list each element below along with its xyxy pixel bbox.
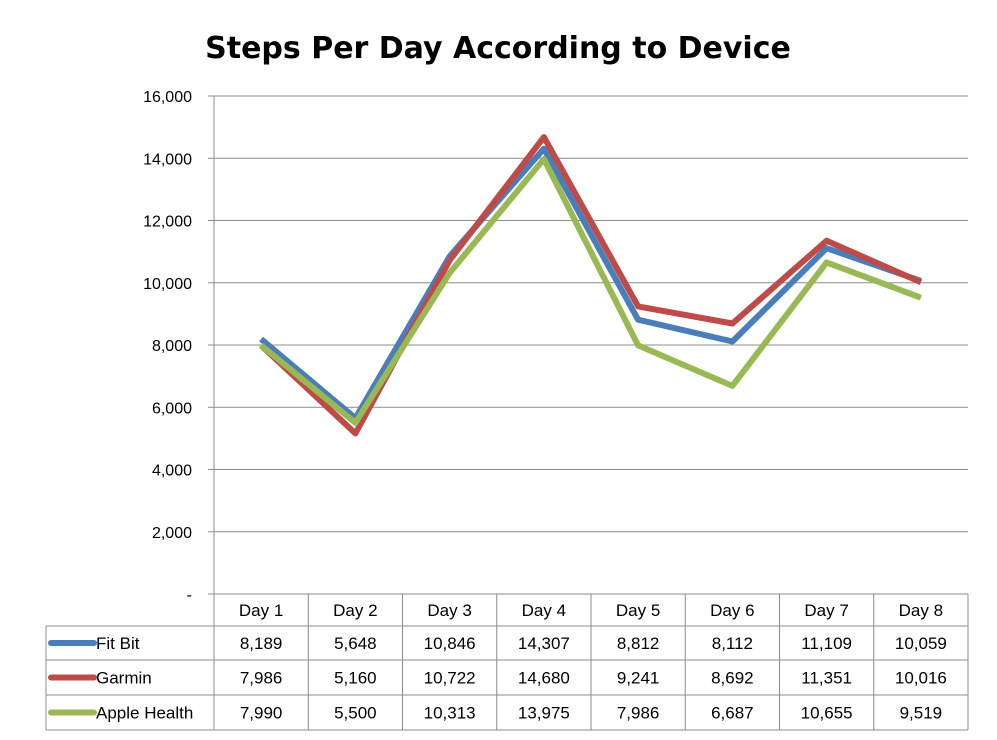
series-line-fit-bit [259,145,922,422]
data-table-cell: 13,975 [518,704,570,723]
x-category-label: Day 8 [899,601,943,620]
x-category-label: Day 7 [804,601,848,620]
y-tick-label: 12,000 [143,214,192,231]
data-table-cell: 6,687 [711,704,754,723]
data-table-cell: 9,241 [617,669,660,688]
data-table-cell: 9,519 [900,704,943,723]
data-table-cell: 10,016 [895,669,947,688]
data-table-cell: 8,812 [617,634,660,653]
data-table-cell: 11,109 [801,634,852,653]
x-category-label: Day 4 [522,601,566,620]
x-category-label: Day 3 [427,601,471,620]
x-category-label: Day 5 [616,601,660,620]
y-tick-label: 10,000 [143,276,192,293]
data-table-cell: 10,059 [895,634,947,653]
y-tick-label: 14,000 [143,151,192,168]
data-table-cell: 5,500 [334,704,377,723]
data-table-cell: 11,351 [801,669,852,688]
y-tick-label: 4,000 [152,463,192,480]
data-table-cell: 14,307 [518,634,570,653]
series-line-garmin [259,134,923,437]
data-table-cell: 10,655 [801,704,853,723]
data-table-cell: 7,990 [240,704,283,723]
data-table: Day 1 Day 2 Day 3 Day 4 Day 5 Day 6 Day 7 Day 8… [45,593,969,731]
x-category-label: Day 2 [333,601,377,620]
y-tick-label: 6,000 [152,400,192,417]
legend-label: Fit Bit [96,634,140,653]
chart-title: Steps Per Day According to Device [205,31,791,66]
legend-label: Apple Health [96,704,193,723]
data-table-cell: 7,986 [240,669,283,688]
x-category-label: Day 1 [239,601,283,620]
data-table-cell: 5,648 [334,634,377,653]
y-tick-label: - [187,587,192,604]
y-tick-label: 8,000 [152,338,192,355]
data-table-cell: 14,680 [518,669,570,688]
series-layer [259,134,923,437]
x-category-label: Day 6 [710,601,754,620]
data-table-cell: 10,722 [424,669,476,688]
data-table-cell: 8,692 [711,669,754,688]
data-table-cell: 7,986 [617,704,660,723]
series-line-apple-health [259,156,922,426]
y-tick-label: 2,000 [152,525,192,542]
data-table-cell: 5,160 [334,669,377,688]
data-table-cell: 10,846 [424,634,476,653]
data-table-cell: 8,112 [712,634,753,653]
legend-label: Garmin [96,669,152,688]
axis-layer: - 2,000 4,000 6,000 8,000 10,000 12,000 14,000 1… [143,89,215,604]
data-table-cell: 8,189 [240,634,283,653]
y-tick-label: 16,000 [143,89,192,106]
data-table-cell: 10,313 [424,704,476,723]
